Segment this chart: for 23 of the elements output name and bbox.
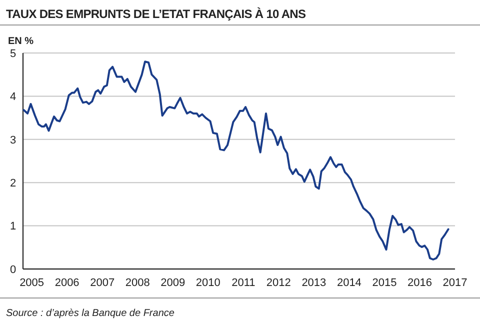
x-tick-label: 2010 xyxy=(196,277,220,289)
y-tick-label: 3 xyxy=(10,134,16,146)
x-tick-label: 2015 xyxy=(372,277,397,289)
x-tick-label: 2008 xyxy=(125,277,150,289)
x-tick-label: 2013 xyxy=(302,277,326,289)
x-tick-label: 2006 xyxy=(54,277,80,289)
source-note: Source : d’après la Banque de France xyxy=(6,308,175,319)
y-tick-label: 0 xyxy=(10,264,16,276)
x-tick-label: 2005 xyxy=(20,277,44,289)
chart-title: TAUX DES EMPRUNTS DE L’ETAT FRANÇAIS À 10 ANS xyxy=(6,7,306,21)
y-tick-label: 1 xyxy=(10,220,16,233)
x-tick-label: 2009 xyxy=(160,277,186,289)
x-tick-label: 2007 xyxy=(90,277,115,289)
x-tick-label: 2016 xyxy=(407,277,432,289)
x-tick-label: 2011 xyxy=(232,277,256,289)
x-tick-label: 2017 xyxy=(442,277,468,289)
line-series xyxy=(22,60,450,260)
y-tick-label: 5 xyxy=(10,48,16,60)
y-tick-label: 2 xyxy=(10,177,16,190)
x-tick-label: 2012 xyxy=(266,277,291,289)
y-axis-title: EN % xyxy=(8,36,34,47)
x-tick-label: 2014 xyxy=(336,277,362,289)
y-tick-label: 4 xyxy=(10,91,16,104)
